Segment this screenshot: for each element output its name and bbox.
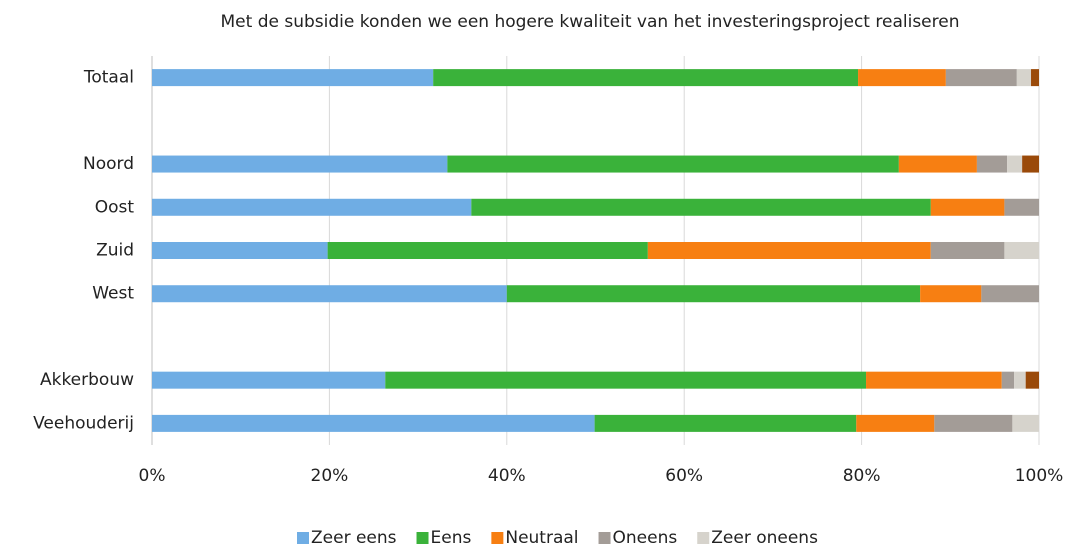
bar-segment — [152, 242, 328, 259]
bar-segment — [976, 155, 1008, 173]
bar-segment — [506, 285, 921, 303]
bar-segment — [1022, 155, 1039, 173]
legend-swatch — [416, 532, 429, 544]
chart-title: Met de subsidie konden we een hogere kwa… — [221, 12, 960, 32]
bar-segment — [856, 414, 935, 432]
bar-segment — [447, 155, 899, 173]
bar-segment — [152, 285, 507, 303]
bar-segment — [1012, 414, 1039, 432]
bar-segment — [1014, 371, 1026, 389]
legend-swatch — [598, 532, 611, 544]
x-tick-label: 20% — [311, 466, 349, 486]
bar-segment — [1025, 371, 1039, 389]
bar-segment — [471, 198, 931, 216]
legend-label: Eens — [431, 528, 472, 547]
bar-segment — [930, 198, 1005, 216]
bar-segment — [647, 242, 931, 259]
legend-swatch — [297, 532, 309, 544]
legend-label: Oneens — [613, 528, 678, 547]
bar-segment — [934, 414, 1013, 432]
bar-segment — [152, 155, 448, 173]
x-tick-label: 80% — [843, 466, 881, 486]
legend-label: Zeer eens — [311, 528, 397, 547]
bar-segment — [898, 155, 977, 173]
bar-segment — [866, 371, 1002, 389]
x-tick-label: 0% — [139, 466, 166, 486]
bar-segment — [858, 69, 946, 87]
legend-label: Zeer oneens — [711, 528, 818, 547]
bar-segment — [930, 242, 1005, 259]
bar-segment — [433, 69, 859, 87]
bar-segment — [1004, 198, 1039, 216]
legend-label: Neutraal — [505, 528, 578, 547]
bar-segment — [1031, 69, 1039, 87]
y-tick-label: Noord — [83, 154, 134, 174]
bar-segment — [152, 198, 472, 216]
bar-segment — [1001, 371, 1015, 389]
bar-segment — [945, 69, 1017, 87]
y-tick-label: Zuid — [96, 241, 134, 261]
y-tick-label: Totaal — [83, 68, 134, 88]
bar-segment — [152, 69, 434, 87]
bar-segment — [152, 414, 595, 432]
x-tick-label: 60% — [665, 466, 703, 486]
bar-segment — [981, 285, 1039, 303]
x-tick-label: 40% — [488, 466, 526, 486]
y-tick-label: Veehouderij — [33, 413, 134, 433]
bar-segment — [920, 285, 982, 303]
bar-segment — [1007, 155, 1023, 173]
bar-segment — [1004, 242, 1039, 259]
bar-segment — [152, 371, 386, 389]
y-tick-label: Akkerbouw — [40, 370, 134, 390]
bar-segment — [327, 242, 648, 259]
legend-swatch — [491, 532, 504, 544]
x-tick-label: 100% — [1015, 466, 1064, 486]
bar-segment — [594, 414, 857, 432]
y-tick-label: Oost — [95, 197, 135, 217]
bar-segment — [1016, 69, 1032, 87]
legend-swatch — [697, 532, 710, 544]
bar-segment — [385, 371, 867, 389]
y-tick-label: West — [92, 284, 134, 304]
